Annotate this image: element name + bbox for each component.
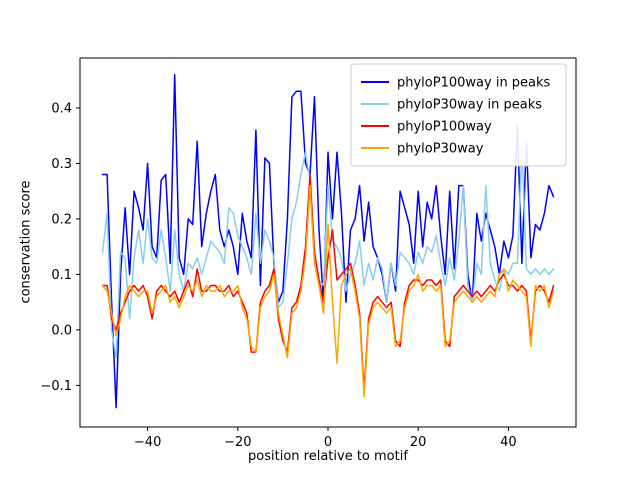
legend-entry: phyloP30way in peaks <box>361 98 542 113</box>
x-tick-label: −40 <box>134 435 161 450</box>
legend-label: phyloP30way <box>397 142 484 157</box>
y-axis-label: conservation score <box>18 180 34 304</box>
x-tick-label: 0 <box>324 435 332 450</box>
line-phyloP30way <box>101 184 555 398</box>
legend-entry: phyloP100way <box>361 120 492 135</box>
legend-frame <box>350 63 567 167</box>
legend-entry: phyloP100way in peaks <box>361 76 551 91</box>
line-phyloP100way <box>101 173 555 392</box>
y-tick-label: 0.0 <box>51 323 72 338</box>
x-tick-label: 20 <box>410 435 427 450</box>
series-lines <box>101 73 555 409</box>
line-phyloP30way-in-peaks <box>101 146 555 359</box>
y-tick-label: 0.1 <box>51 268 72 283</box>
line-phyloP100way-in-peaks <box>101 73 555 409</box>
y-tick-label: 0.2 <box>51 212 72 227</box>
y-tick-label: 0.4 <box>51 101 72 116</box>
y-tick-label: 0.3 <box>51 157 72 172</box>
x-ticks: −40 −20 0 20 40 <box>134 427 517 450</box>
x-tick-label: −20 <box>224 435 251 450</box>
legend-label: phyloP100way <box>397 120 492 135</box>
x-axis-label: position relative to motif <box>248 449 408 464</box>
legend-entry: phyloP30way <box>361 142 484 157</box>
legend: phyloP100way in peaks phyloP30way in peak… <box>350 63 567 167</box>
y-ticks: −0.1 0.0 0.1 0.2 0.3 0.4 <box>40 101 80 394</box>
legend-label: phyloP100way in peaks <box>397 76 551 91</box>
x-tick-label: 40 <box>500 435 517 450</box>
y-tick-label: −0.1 <box>40 379 72 394</box>
legend-label: phyloP30way in peaks <box>397 98 542 113</box>
